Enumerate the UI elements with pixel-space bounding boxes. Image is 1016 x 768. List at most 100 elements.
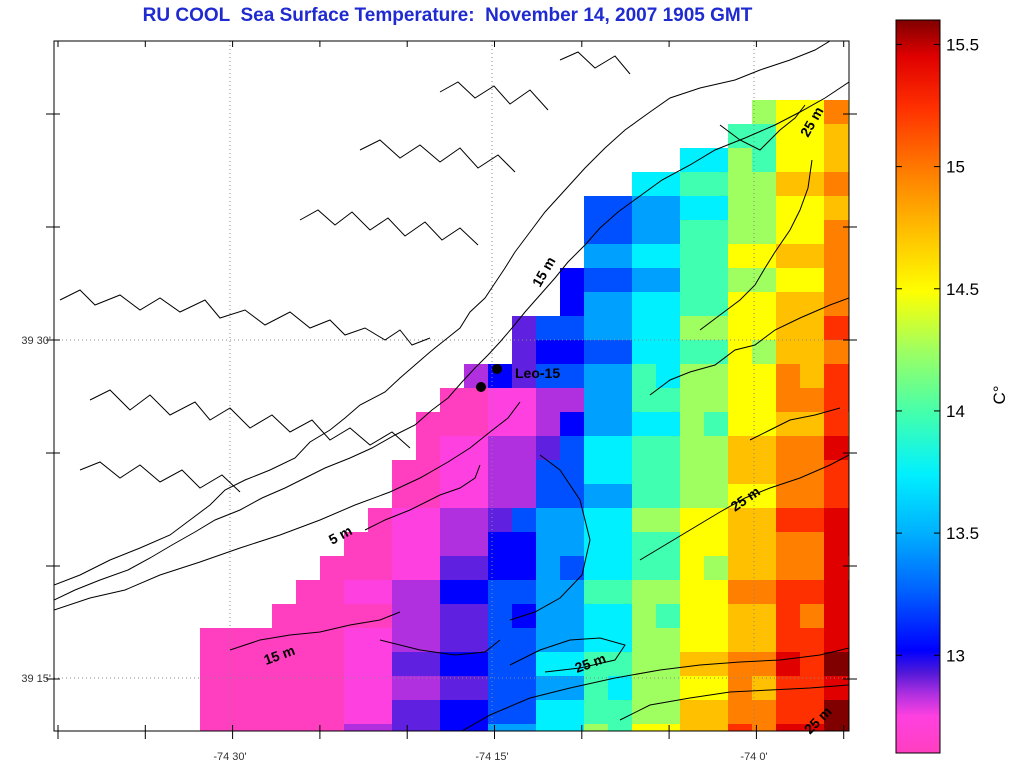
- sst-pixel: [632, 292, 657, 317]
- sst-pixel: [800, 628, 825, 653]
- sst-pixel: [656, 604, 681, 629]
- colorbar-tick-label: 14.5: [946, 280, 979, 299]
- sst-pixel: [752, 388, 777, 413]
- sst-pixel: [200, 628, 225, 653]
- sst-pixel: [440, 652, 465, 677]
- sst-pixel: [704, 364, 729, 389]
- sst-pixel: [416, 604, 441, 629]
- sst-pixel: [800, 220, 825, 245]
- sst-pixel: [632, 220, 657, 245]
- sst-pixel: [608, 220, 633, 245]
- sst-pixel: [704, 388, 729, 413]
- sst-pixel: [776, 556, 801, 581]
- sst-pixel: [704, 580, 729, 605]
- sst-pixel: [776, 148, 801, 173]
- sst-pixel: [584, 508, 609, 533]
- sst-pixel: [296, 676, 321, 701]
- grid-lines: [54, 41, 849, 731]
- sst-pixel: [344, 724, 369, 731]
- sst-pixel: [488, 652, 513, 677]
- sst-pixel: [656, 172, 681, 197]
- sst-pixel: [680, 724, 705, 731]
- sst-pixel: [464, 628, 489, 653]
- sst-pixel: [704, 220, 729, 245]
- sst-pixel: [200, 700, 225, 725]
- sst-pixel: [704, 436, 729, 461]
- sst-pixel: [584, 484, 609, 509]
- sst-pixel: [536, 316, 561, 341]
- sst-pixel: [608, 532, 633, 557]
- map-title: RU COOL Sea Surface Temperature: Novembe…: [142, 5, 753, 26]
- sst-pixel: [800, 532, 825, 557]
- sst-pixel: [656, 340, 681, 365]
- sst-pixel: [656, 388, 681, 413]
- sst-pixel: [440, 676, 465, 701]
- sst-pixel: [824, 508, 849, 533]
- sst-pixel: [680, 244, 705, 269]
- sst-pixel: [272, 604, 297, 629]
- sst-pixel: [608, 292, 633, 317]
- sst-pixel: [320, 556, 345, 581]
- sst-pixel: [680, 220, 705, 245]
- sst-pixel: [584, 532, 609, 557]
- sst-pixel: [656, 292, 681, 317]
- sst-pixel: [344, 676, 369, 701]
- sst-pixel: [512, 364, 537, 389]
- sst-pixel: [848, 148, 849, 173]
- sst-pixel: [752, 124, 777, 149]
- sst-pixel: [584, 676, 609, 701]
- sst-pixel: [776, 628, 801, 653]
- colorbar-tick-label: 13.5: [946, 524, 979, 543]
- sst-pixel: [728, 388, 753, 413]
- sst-pixel: [704, 148, 729, 173]
- sst-pixel: [656, 460, 681, 485]
- sst-pixel: [608, 484, 633, 509]
- sst-pixel: [536, 364, 561, 389]
- sst-pixel: [512, 724, 537, 731]
- sst-pixel: [752, 508, 777, 533]
- sst-pixel: [536, 484, 561, 509]
- sst-pixel: [848, 244, 849, 269]
- sst-pixel: [536, 628, 561, 653]
- sst-pixel: [848, 556, 849, 581]
- sst-pixel: [800, 172, 825, 197]
- sst-pixel: [728, 628, 753, 653]
- sst-pixel: [704, 724, 729, 731]
- sst-pixel: [680, 460, 705, 485]
- sst-pixel: [512, 316, 537, 341]
- sst-pixel: [440, 412, 465, 437]
- sst-pixel: [848, 292, 849, 317]
- leo-15-station[interactable]: Leo-15: [476, 364, 560, 392]
- sst-pixel: [560, 604, 585, 629]
- station-marker-south[interactable]: [476, 382, 486, 392]
- sst-pixel: [728, 148, 753, 173]
- sst-pixel: [752, 628, 777, 653]
- sst-pixel: [488, 532, 513, 557]
- sst-pixel: [824, 724, 849, 731]
- sst-pixel: [416, 508, 441, 533]
- sst-pixel: [824, 436, 849, 461]
- station-marker-north[interactable]: [492, 364, 502, 374]
- sst-pixel: [680, 412, 705, 437]
- sst-pixel: [656, 652, 681, 677]
- sst-pixel: [392, 724, 417, 731]
- sst-pixel: [560, 268, 585, 293]
- sst-pixel: [560, 580, 585, 605]
- sst-pixel: [776, 292, 801, 317]
- sst-pixel: [656, 364, 681, 389]
- lat-label-3915: 39 15': [21, 673, 51, 685]
- sst-pixel: [752, 652, 777, 677]
- sst-pixel: [680, 172, 705, 197]
- sst-pixel: [320, 652, 345, 677]
- sst-pixel: [320, 628, 345, 653]
- sst-pixel: [632, 604, 657, 629]
- sst-pixel: [632, 676, 657, 701]
- sst-pixel: [536, 676, 561, 701]
- sst-pixel: [464, 508, 489, 533]
- sst-pixel: [368, 724, 393, 731]
- sst-pixel: [728, 508, 753, 533]
- sst-pixel: [416, 460, 441, 485]
- sst-pixel: [272, 724, 297, 731]
- sst-pixel: [416, 580, 441, 605]
- sst-pixel: [656, 580, 681, 605]
